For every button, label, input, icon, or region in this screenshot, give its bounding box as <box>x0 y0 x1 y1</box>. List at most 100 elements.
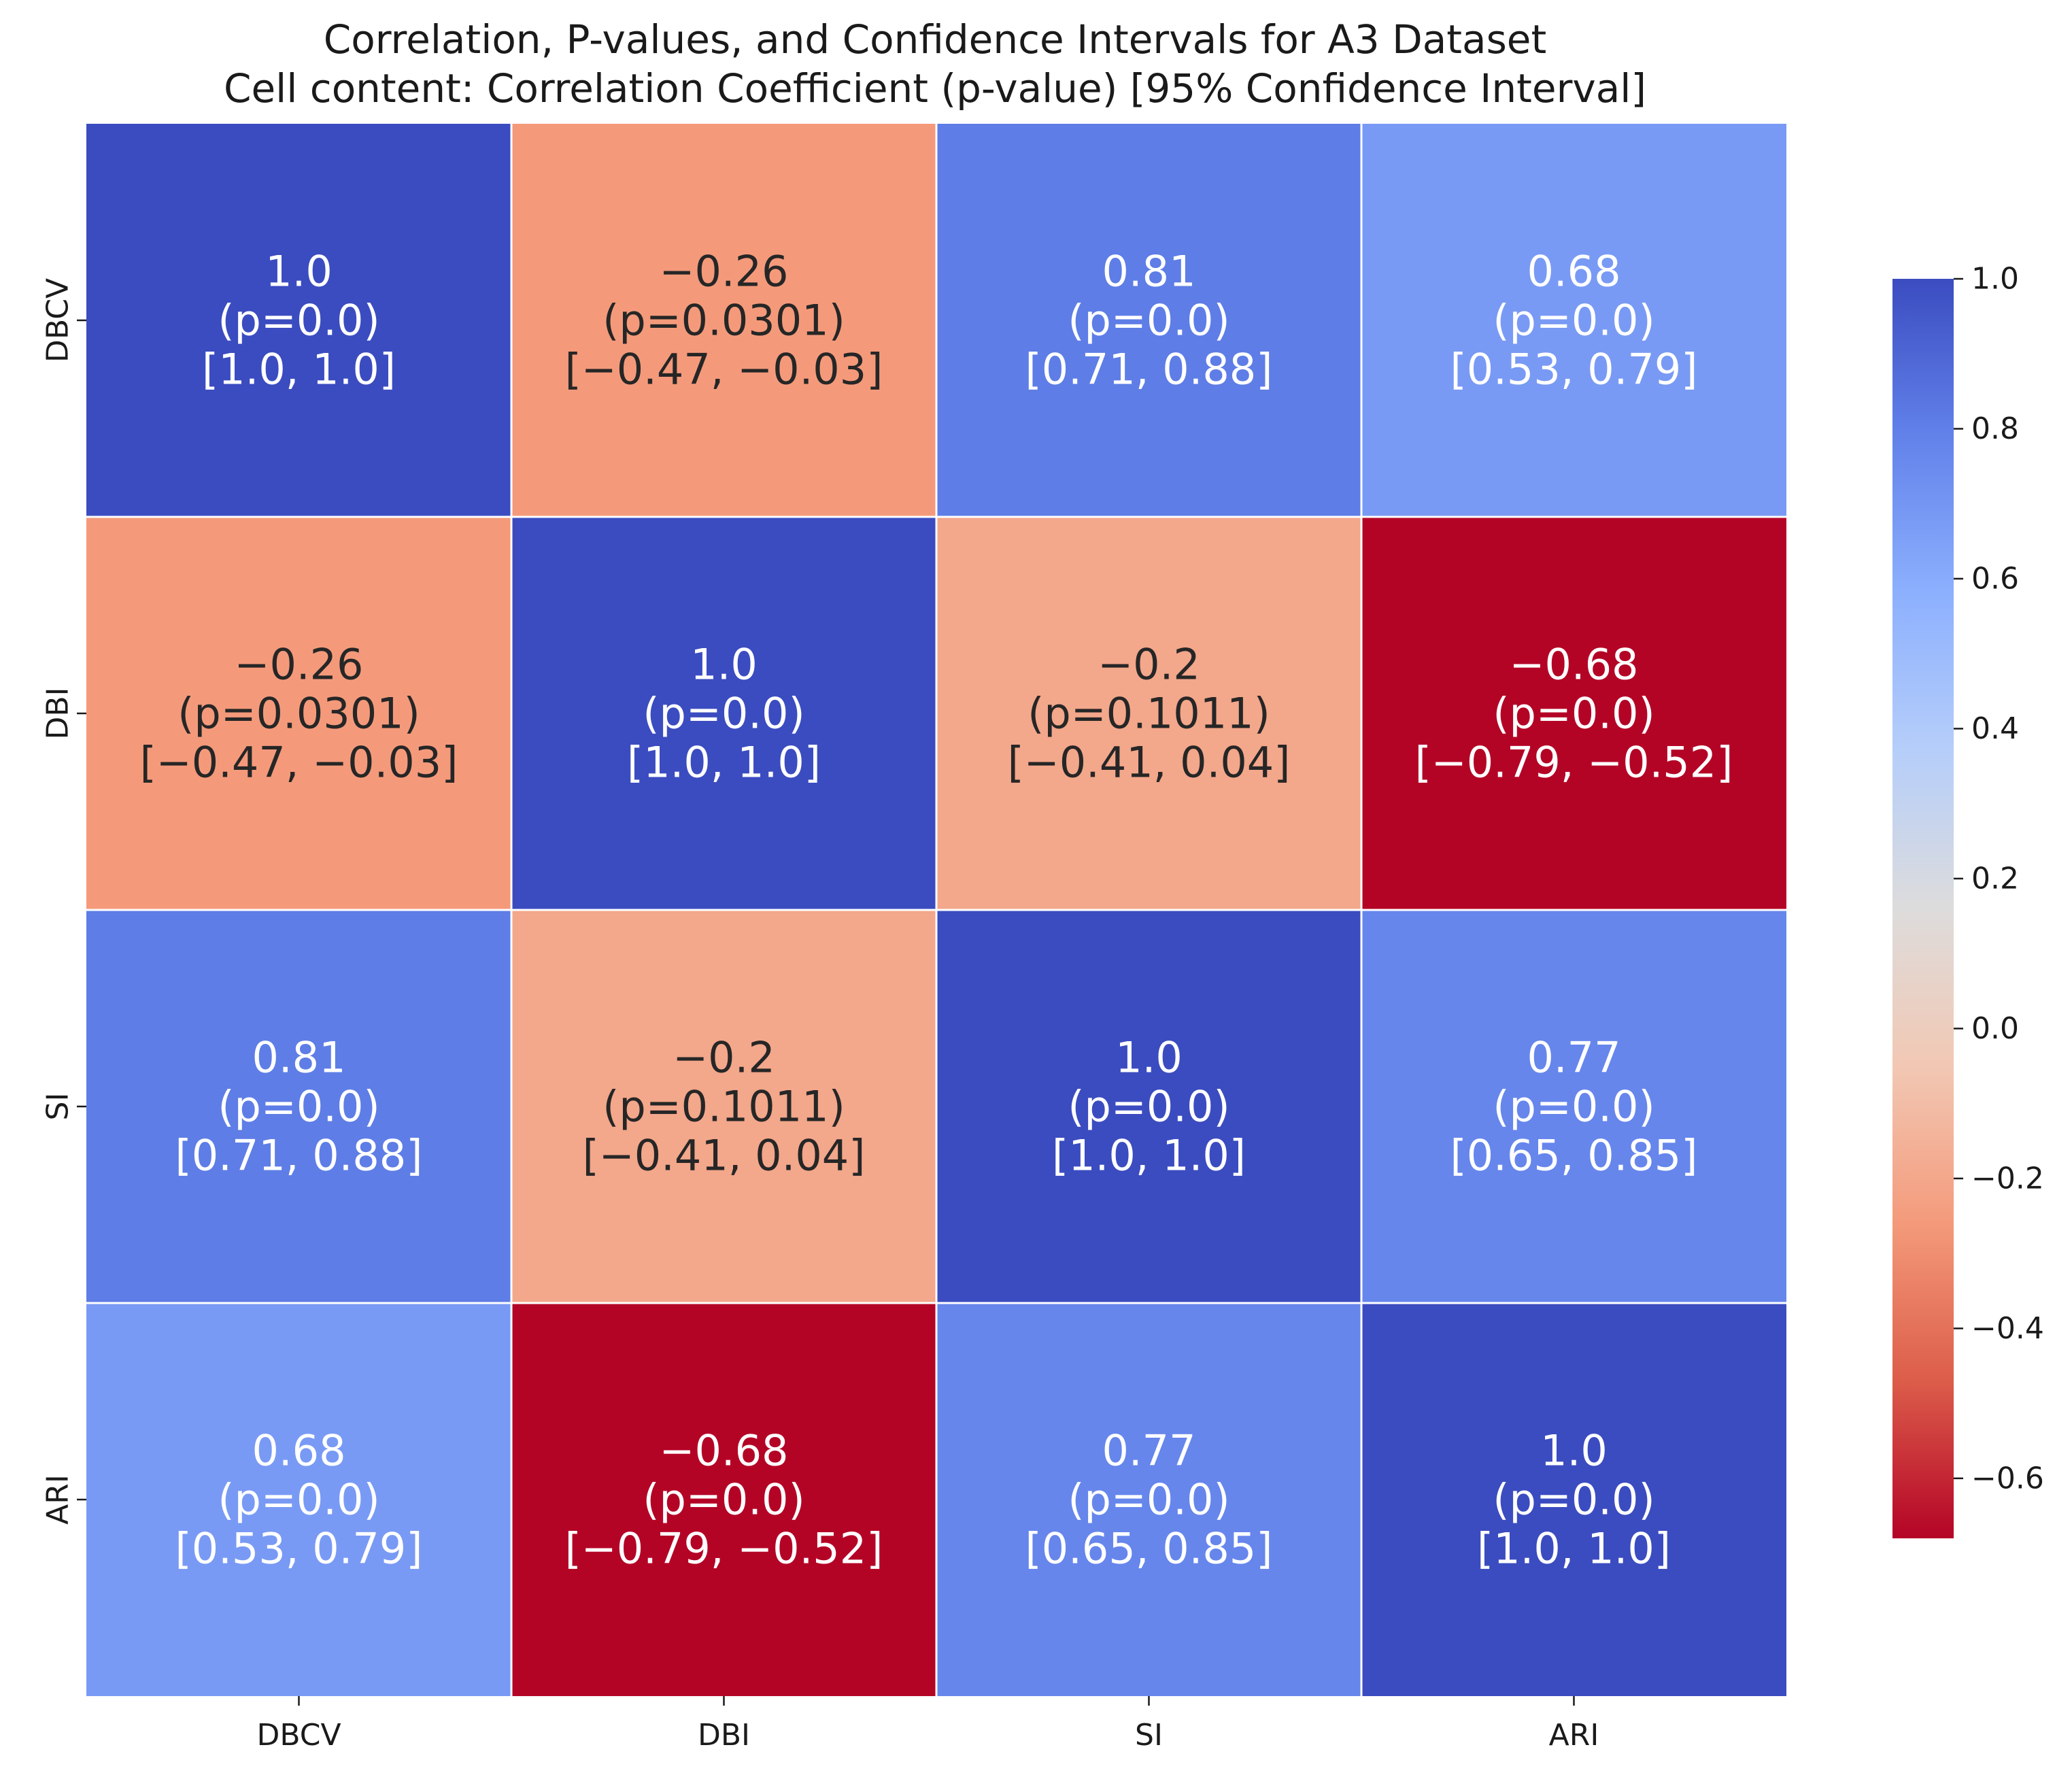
cell-label-r: −0.68 <box>660 1426 789 1476</box>
heatmap-cell-rect <box>511 1303 936 1696</box>
cell-label-p: (p=0.0) <box>218 1082 379 1132</box>
heatmap-cell: 1.0(p=0.0)[1.0, 1.0] <box>511 517 936 910</box>
cell-label-ci: [1.0, 1.0] <box>202 345 396 394</box>
cell-label-p: (p=0.0) <box>1068 1082 1229 1132</box>
cell-label-r: 0.81 <box>1102 247 1195 297</box>
heatmap-cell-rect <box>936 910 1361 1303</box>
heatmap-cell: 0.77(p=0.0)[0.65, 0.85] <box>936 1303 1361 1696</box>
heatmap-cell-rect <box>86 517 511 910</box>
heatmap-cell-rect <box>1361 517 1786 910</box>
cell-label-p: (p=0.0) <box>1493 1082 1654 1132</box>
y-tick-label: DBCV <box>41 278 75 362</box>
heatmap-cell-rect <box>86 910 511 1303</box>
colorbar: 1.0 0.8 0.6 0.4 0.2 0.0 −0.2 −0.4 −0.6 <box>1892 262 2044 1538</box>
cell-label-ci: [1.0, 1.0] <box>1477 1524 1671 1574</box>
colorbar-tick-label: −0.2 <box>1971 1161 2044 1196</box>
cell-label-ci: [0.65, 0.85] <box>1450 1131 1698 1181</box>
heatmap-cell: 1.0(p=0.0)[1.0, 1.0] <box>86 124 511 517</box>
heatmap-cell-rect <box>86 124 511 517</box>
heatmap-cell-rect <box>936 124 1361 517</box>
x-tick-label: SI <box>1135 1718 1163 1753</box>
heatmap-cells: 1.0(p=0.0)[1.0, 1.0]−0.26(p=0.0301)[−0.4… <box>86 124 1786 1696</box>
colorbar-tick-label: 1.0 <box>1971 262 2019 297</box>
cell-label-p: (p=0.0301) <box>602 296 845 345</box>
cell-label-p: (p=0.0) <box>1493 296 1654 345</box>
colorbar-gradient <box>1892 279 1954 1538</box>
cell-label-ci: [0.53, 0.79] <box>1450 345 1698 394</box>
colorbar-tick-label: 0.6 <box>1971 561 2019 596</box>
cell-label-ci: [−0.47, −0.03] <box>565 345 883 394</box>
cell-label-ci: [0.71, 0.88] <box>175 1131 423 1181</box>
cell-label-r: −0.68 <box>1510 640 1639 690</box>
cell-label-r: 0.77 <box>1527 1033 1620 1083</box>
colorbar-tick-label: 0.0 <box>1971 1011 2019 1046</box>
heatmap-cell: −0.26(p=0.0301)[−0.47, −0.03] <box>86 517 511 910</box>
cell-label-ci: [0.71, 0.88] <box>1025 345 1273 394</box>
heatmap-cell-rect <box>1361 1303 1786 1696</box>
cell-label-ci: [−0.79, −0.52] <box>565 1524 883 1574</box>
colorbar-tick-label: −0.6 <box>1971 1461 2044 1495</box>
cell-label-r: −0.26 <box>235 640 364 690</box>
chart-title: Correlation, P-values, and Confidence In… <box>324 16 1546 63</box>
cell-label-p: (p=0.0) <box>643 689 804 739</box>
cell-label-ci: [−0.47, −0.03] <box>140 738 458 788</box>
x-tick-label: ARI <box>1549 1718 1599 1753</box>
heatmap-axes: DBCV DBI SI ARI DBCV DBI SI ARI <box>41 278 1599 1753</box>
heatmap-cell: 0.68(p=0.0)[0.53, 0.79] <box>1361 124 1786 517</box>
heatmap-cell: −0.68(p=0.0)[−0.79, −0.52] <box>511 1303 936 1696</box>
y-tick-label: SI <box>41 1093 75 1121</box>
cell-label-p: (p=0.1011) <box>1027 689 1270 739</box>
cell-label-p: (p=0.0) <box>643 1475 804 1525</box>
heatmap-cell-rect <box>1361 910 1786 1303</box>
cell-label-r: 1.0 <box>1115 1033 1183 1083</box>
cell-label-r: −0.2 <box>1098 640 1200 690</box>
cell-label-ci: [1.0, 1.0] <box>627 738 821 788</box>
cell-label-r: 0.81 <box>252 1033 345 1083</box>
heatmap-cell: 1.0(p=0.0)[1.0, 1.0] <box>1361 1303 1786 1696</box>
heatmap-cell-rect <box>511 124 936 517</box>
x-tick-label: DBI <box>698 1718 750 1753</box>
cell-label-p: (p=0.1011) <box>602 1082 845 1132</box>
cell-label-p: (p=0.0) <box>1493 1475 1654 1525</box>
cell-label-ci: [−0.41, 0.04] <box>1008 738 1291 788</box>
heatmap-cell: 0.77(p=0.0)[0.65, 0.85] <box>1361 910 1786 1303</box>
cell-label-p: (p=0.0) <box>218 296 379 345</box>
y-tick-label: ARI <box>41 1474 75 1525</box>
cell-label-r: 1.0 <box>1540 1426 1608 1476</box>
heatmap-cell-rect <box>511 517 936 910</box>
heatmap-cell: 1.0(p=0.0)[1.0, 1.0] <box>936 910 1361 1303</box>
heatmap-gridlines <box>86 124 1786 1696</box>
heatmap-cell: −0.2(p=0.1011)[−0.41, 0.04] <box>936 517 1361 910</box>
colorbar-tick-label: −0.4 <box>1971 1311 2044 1346</box>
heatmap-cell-rect <box>511 910 936 1303</box>
colorbar-tick-label: 0.4 <box>1971 711 2019 746</box>
cell-label-p: (p=0.0) <box>1493 689 1654 739</box>
colorbar-tick-label: 0.2 <box>1971 861 2019 896</box>
cell-label-p: (p=0.0) <box>1068 296 1229 345</box>
heatmap-cell-rect <box>936 517 1361 910</box>
heatmap-cell-rect <box>936 1303 1361 1696</box>
cell-label-p: (p=0.0301) <box>177 689 420 739</box>
x-tick-label: DBCV <box>256 1718 341 1753</box>
chart-subtitle: Cell content: Correlation Coefficient (p… <box>224 65 1646 112</box>
heatmap-cell: −0.68(p=0.0)[−0.79, −0.52] <box>1361 517 1786 910</box>
heatmap-cell: 0.81(p=0.0)[0.71, 0.88] <box>86 910 511 1303</box>
cell-label-p: (p=0.0) <box>218 1475 379 1525</box>
cell-label-r: 0.77 <box>1102 1426 1195 1476</box>
heatmap-cell: 0.68(p=0.0)[0.53, 0.79] <box>86 1303 511 1696</box>
cell-label-r: −0.2 <box>673 1033 775 1083</box>
heatmap-cell-rect <box>1361 124 1786 517</box>
cell-label-ci: [−0.79, −0.52] <box>1415 738 1733 788</box>
heatmap-cell: 0.81(p=0.0)[0.71, 0.88] <box>936 124 1361 517</box>
cell-label-r: −0.26 <box>660 247 789 297</box>
cell-label-r: 1.0 <box>690 640 758 690</box>
cell-label-r: 0.68 <box>1527 247 1620 297</box>
heatmap-cell-rect <box>86 1303 511 1696</box>
cell-label-ci: [0.65, 0.85] <box>1025 1524 1273 1574</box>
cell-label-ci: [1.0, 1.0] <box>1052 1131 1246 1181</box>
colorbar-tick-label: 0.8 <box>1971 411 2019 446</box>
cell-label-ci: [0.53, 0.79] <box>175 1524 423 1574</box>
cell-label-r: 1.0 <box>265 247 333 297</box>
